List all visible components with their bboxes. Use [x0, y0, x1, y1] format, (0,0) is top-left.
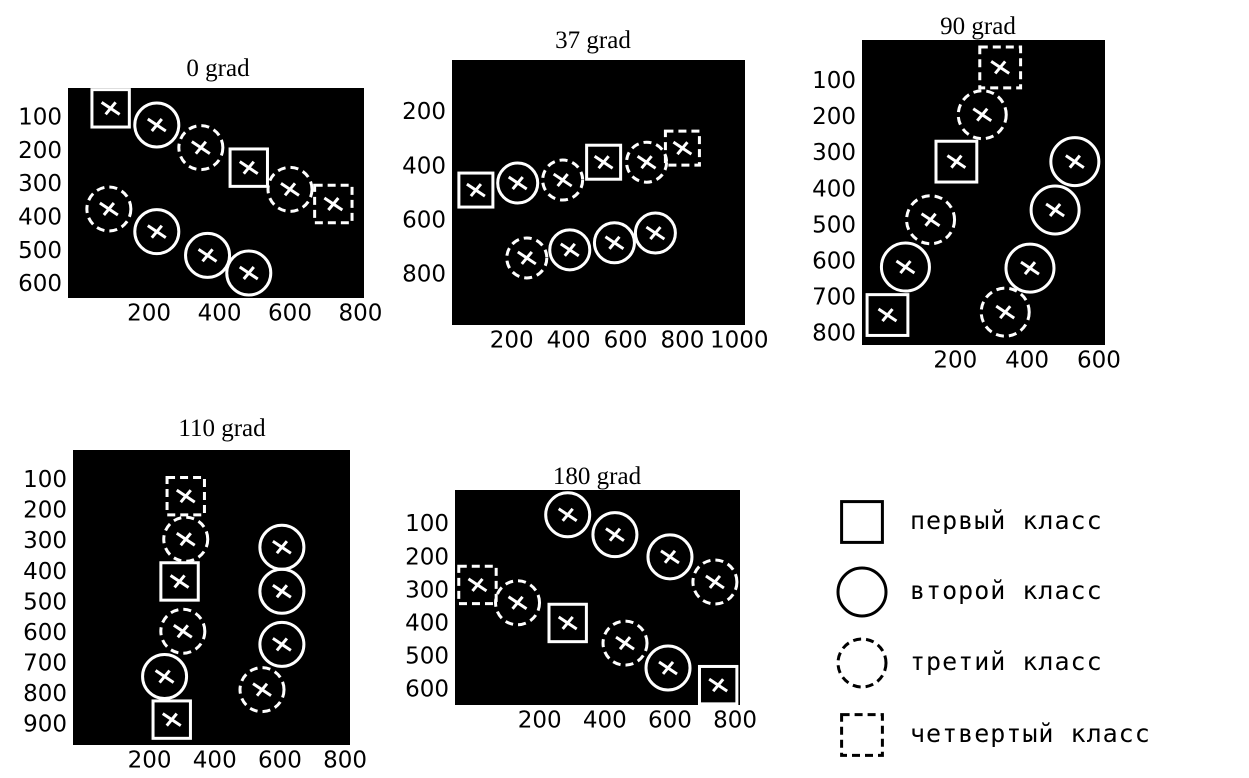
y-tick-label: 500	[405, 644, 449, 670]
legend-label: второй класс	[910, 576, 1103, 605]
y-tick-label: 200	[18, 138, 62, 164]
y-tick-label: 200	[405, 544, 449, 570]
x-tick-label: 600	[648, 708, 692, 734]
panel-title: 37 grad	[555, 27, 631, 54]
marker	[842, 715, 883, 756]
image-panel	[68, 88, 364, 298]
x-tick-label: 400	[1005, 348, 1049, 374]
x-tick-label: 200	[490, 328, 534, 354]
marker	[842, 502, 883, 543]
y-tick-label: 300	[405, 577, 449, 603]
x-tick-label: 600	[268, 301, 312, 327]
marker	[838, 568, 886, 616]
x-tick-label: 800	[713, 708, 757, 734]
y-tick-label: 400	[812, 176, 856, 202]
y-tick-label: 500	[18, 238, 62, 264]
x-tick-label: 1000	[710, 328, 769, 354]
legend-label: третий класс	[910, 647, 1103, 676]
y-tick-label: 400	[18, 205, 62, 231]
y-tick-label: 400	[405, 610, 449, 636]
y-tick-label: 200	[402, 99, 446, 125]
image-panel	[862, 40, 1105, 345]
y-tick-label: 900	[23, 712, 67, 738]
panel-title: 0 grad	[186, 55, 250, 82]
y-tick-label: 100	[812, 68, 856, 94]
x-tick-label: 600	[258, 748, 302, 774]
panel-title: 90 grad	[940, 13, 1016, 40]
y-tick-label: 600	[812, 248, 856, 274]
y-tick-label: 200	[23, 498, 67, 524]
x-tick-label: 600	[604, 328, 648, 354]
y-tick-label: 300	[23, 528, 67, 554]
x-tick-label: 400	[547, 328, 591, 354]
y-tick-label: 600	[18, 271, 62, 297]
image-panel	[73, 450, 350, 745]
y-tick-label: 100	[405, 511, 449, 537]
marker	[838, 639, 886, 687]
y-tick-label: 300	[18, 171, 62, 197]
x-tick-label: 800	[339, 301, 383, 327]
y-tick-label: 100	[18, 105, 62, 131]
panel-title: 110 grad	[178, 415, 266, 442]
x-tick-label: 400	[583, 708, 627, 734]
y-tick-label: 500	[812, 212, 856, 238]
legend-label: первый класс	[910, 506, 1103, 535]
x-tick-label: 200	[128, 748, 172, 774]
x-tick-label: 400	[198, 301, 242, 327]
y-tick-label: 500	[23, 589, 67, 615]
y-tick-label: 700	[23, 650, 67, 676]
y-tick-label: 100	[23, 467, 67, 493]
y-tick-label: 700	[812, 285, 856, 311]
x-tick-label: 800	[660, 328, 704, 354]
legend-label: четвертый класс	[910, 719, 1151, 748]
x-tick-label: 600	[1077, 348, 1121, 374]
x-tick-label: 200	[518, 708, 562, 734]
y-tick-label: 300	[812, 140, 856, 166]
y-tick-label: 800	[812, 321, 856, 347]
figure: 0 grad 200 400 600 800 100 200 300 400 500 600 37 g…	[0, 0, 1249, 778]
y-tick-label: 800	[402, 261, 446, 287]
y-tick-label: 600	[402, 207, 446, 233]
y-tick-label: 400	[23, 559, 67, 585]
y-tick-label: 800	[23, 681, 67, 707]
panel-title: 180 grad	[553, 463, 642, 490]
y-tick-label: 600	[405, 677, 449, 703]
y-tick-label: 200	[812, 104, 856, 130]
x-tick-label: 400	[193, 748, 237, 774]
y-tick-label: 400	[402, 153, 446, 179]
x-tick-label: 200	[933, 348, 977, 374]
y-tick-label: 600	[23, 620, 67, 646]
x-tick-label: 200	[127, 301, 171, 327]
image-panel	[452, 60, 745, 325]
x-tick-label: 800	[323, 748, 367, 774]
